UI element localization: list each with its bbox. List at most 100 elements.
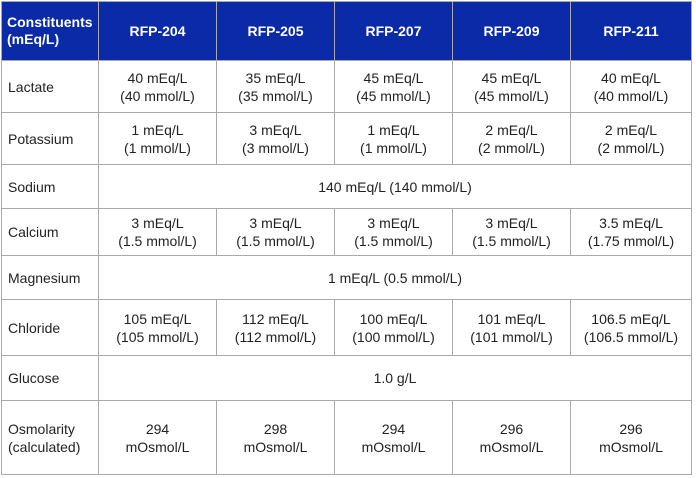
merged-cell: 1.0 g/L	[98, 355, 692, 401]
cell-line: 3.5 mEq/L	[599, 215, 663, 231]
cell-line: 3 mEq/L	[485, 215, 538, 231]
row-label: Lactate	[1, 60, 99, 113]
table-cell: 296 mOsmol/L	[452, 400, 571, 475]
cell-line: 3 mEq/L	[367, 215, 420, 231]
table-cell: 3 mEq/L (1.5 mmol/L)	[452, 208, 571, 256]
row-label-line2: (calculated)	[8, 438, 81, 455]
cell-line: 3 mEq/L	[131, 215, 184, 231]
header-rfp-211: RFP-211	[570, 1, 692, 61]
header-row: Constituents (mEq/L) RFP-204 RFP-205 RFP…	[1, 1, 692, 61]
cell-line: 294	[145, 420, 170, 437]
cell-line: 2 mEq/L	[604, 121, 658, 138]
table-cell: 3 mEq/L (1.5 mmol/L)	[216, 208, 335, 256]
cell-line: (1.5 mmol/L)	[118, 233, 197, 249]
table-cell: 100 mEq/L (100 mmol/L)	[334, 299, 453, 356]
cell-line: (1.75 mmol/L)	[587, 233, 675, 249]
cell-line: 112 mEq/L	[242, 310, 309, 327]
header-rfp-205: RFP-205	[216, 1, 335, 61]
table-cell: 2 mEq/L (2 mmol/L)	[570, 112, 692, 165]
cell-line: mOsmol/L	[599, 438, 663, 455]
cell-line: (1.5 mmol/L)	[236, 233, 315, 249]
row-label-line1: Osmolarity	[8, 420, 75, 437]
table-cell: 101 mEq/L (101 mmol/L)	[452, 299, 571, 356]
row-calcium: Calcium 3 mEq/L (1.5 mmol/L) 3 mEq/L (1.5 …	[1, 208, 692, 256]
table-cell: 40 mEq/L (40 mmol/L)	[98, 60, 217, 113]
table-cell: 45 mEq/L (45 mmol/L)	[452, 60, 571, 113]
table-cell: 3.5 mEq/L (1.75 mmol/L)	[570, 208, 692, 256]
cell-line: (101 mmol/L)	[470, 328, 553, 345]
cell-line: (100 mmol/L)	[352, 328, 435, 345]
table-cell: 3 mEq/L (1.5 mmol/L)	[334, 208, 453, 256]
merged-cell: 140 mEq/L (140 mmol/L)	[98, 164, 692, 209]
cell-line: (1.5 mmol/L)	[472, 233, 551, 249]
merged-cell: 1 mEq/L (0.5 mmol/L)	[98, 255, 692, 300]
cell-line: 1 mEq/L	[131, 121, 184, 138]
cell-line: 1 mEq/L	[367, 121, 420, 138]
cell-line: 40 mEq/L	[127, 69, 188, 86]
row-label: Magnesium	[1, 255, 99, 300]
cell-line: (105 mmol/L)	[116, 328, 199, 345]
table-cell: 294 mOsmol/L	[334, 400, 453, 475]
cell-line: (1 mmol/L)	[360, 139, 427, 156]
cell-line: (45 mmol/L)	[474, 87, 549, 104]
table-cell: 40 mEq/L (40 mmol/L)	[570, 60, 692, 113]
cell-line: (2 mmol/L)	[597, 139, 665, 156]
cell-line: (40 mmol/L)	[593, 87, 669, 104]
header-constituents-line1: Constituents	[7, 14, 93, 30]
table-cell: 294 mOsmol/L	[98, 400, 217, 475]
row-sodium: Sodium 140 mEq/L (140 mmol/L)	[1, 164, 692, 209]
row-label: Potassium	[1, 112, 99, 165]
row-label: Calcium	[1, 208, 99, 256]
cell-line: 40 mEq/L	[601, 69, 661, 86]
table-cell: 2 mEq/L (2 mmol/L)	[452, 112, 571, 165]
table-cell: 45 mEq/L (45 mmol/L)	[334, 60, 453, 113]
row-label: Chloride	[1, 299, 99, 356]
cell-line: (40 mmol/L)	[120, 87, 195, 104]
header-rfp-209: RFP-209	[452, 1, 571, 61]
table-cell: 106.5 mEq/L (106.5 mmol/L)	[570, 299, 692, 356]
table-cell: 105 mEq/L (105 mmol/L)	[98, 299, 217, 356]
row-chloride: Chloride 105 mEq/L (105 mmol/L) 112 mEq/L…	[1, 299, 692, 356]
table-cell: 112 mEq/L (112 mmol/L)	[216, 299, 335, 356]
row-potassium: Potassium 1 mEq/L (1 mmol/L) 3 mEq/L (3 mm…	[1, 112, 692, 165]
cell-line: 106.5 mEq/L	[591, 310, 671, 327]
cell-line: 45 mEq/L	[363, 69, 424, 86]
cell-line: 100 mEq/L	[359, 310, 428, 327]
table-cell: 298 mOsmol/L	[216, 400, 335, 475]
cell-line: (2 mmol/L)	[478, 139, 545, 156]
table-cell: 1 mEq/L (1 mmol/L)	[98, 112, 217, 165]
cell-line: (3 mmol/L)	[242, 139, 309, 156]
row-label: Glucose	[1, 355, 99, 401]
header-constituents: Constituents (mEq/L)	[1, 1, 99, 61]
cell-line: (1.5 mmol/L)	[354, 233, 433, 249]
cell-line: mOsmol/L	[479, 438, 544, 455]
cell-line: 35 mEq/L	[245, 69, 306, 86]
header-constituents-line2: (mEq/L)	[7, 31, 60, 47]
cell-line: 296	[619, 420, 643, 437]
cell-line: (1 mmol/L)	[124, 139, 191, 156]
cell-line: 3 mEq/L	[249, 215, 302, 231]
row-magnesium: Magnesium 1 mEq/L (0.5 mmol/L)	[1, 255, 692, 300]
cell-line: (106.5 mmol/L)	[583, 328, 679, 345]
cell-line: 105 mEq/L	[123, 310, 192, 327]
row-lactate: Lactate 40 mEq/L (40 mmol/L) 35 mEq/L (35 …	[1, 60, 692, 113]
cell-line: (112 mmol/L)	[234, 328, 317, 345]
row-osmolarity: Osmolarity (calculated) 294 mOsmol/L 298 mO…	[1, 400, 692, 475]
header-rfp-204: RFP-204	[98, 1, 217, 61]
cell-line: 298	[263, 420, 288, 437]
row-label: Osmolarity (calculated)	[1, 400, 99, 475]
table-cell: 3 mEq/L (1.5 mmol/L)	[98, 208, 217, 256]
table-cell: 296 mOsmol/L	[570, 400, 692, 475]
cell-line: mOsmol/L	[243, 438, 308, 455]
row-glucose: Glucose 1.0 g/L	[1, 355, 692, 401]
header-rfp-207: RFP-207	[334, 1, 453, 61]
cell-line: 296	[499, 420, 524, 437]
cell-line: mOsmol/L	[125, 438, 190, 455]
cell-line: mOsmol/L	[361, 438, 426, 455]
cell-line: (45 mmol/L)	[356, 87, 431, 104]
table-cell: 3 mEq/L (3 mmol/L)	[216, 112, 335, 165]
cell-line: 294	[381, 420, 406, 437]
cell-line: (35 mmol/L)	[238, 87, 313, 104]
cell-line: 101 mEq/L	[477, 310, 546, 327]
